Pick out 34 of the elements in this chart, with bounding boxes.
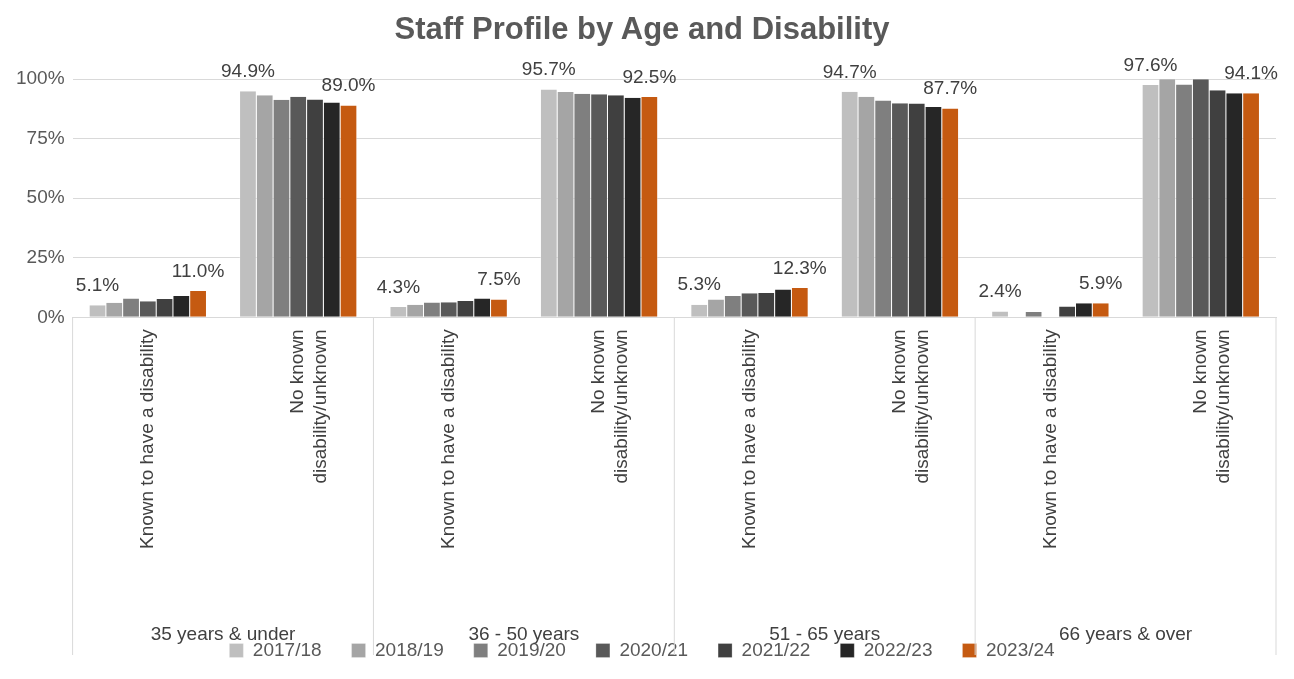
data-label: 4.3% bbox=[376, 275, 421, 297]
y-tick-label: 50% bbox=[26, 186, 65, 208]
data-label: 11.0% bbox=[171, 259, 225, 281]
x-tick-label: No known disability/unknown bbox=[888, 329, 932, 484]
y-tick-label: 0% bbox=[37, 305, 65, 327]
y-tick-label: 100% bbox=[15, 67, 65, 89]
data-label: 5.9% bbox=[1078, 272, 1123, 293]
x-tick-label: No known disability/unknown bbox=[286, 329, 331, 484]
x-tick-label: Known to have a disability bbox=[436, 328, 458, 549]
data-label: 94.9% bbox=[221, 60, 275, 82]
x-tick-label: No known disability/unknown bbox=[587, 329, 632, 484]
text: 66 years & over bbox=[1059, 623, 1193, 645]
data-label: 95.7% bbox=[521, 58, 576, 80]
legend-label: 2018/19 bbox=[375, 638, 444, 660]
data-label: 94.7% bbox=[822, 60, 877, 82]
y-tick-label: 75% bbox=[26, 126, 65, 148]
legend-label: 2023/24 bbox=[985, 638, 1056, 660]
data-label: 2.4% bbox=[978, 280, 1022, 302]
data-label: 5.1% bbox=[75, 273, 120, 295]
data-label: 7.5% bbox=[477, 268, 521, 290]
legend-label: 2020/21 bbox=[619, 638, 689, 660]
data-label: 97.6% bbox=[1123, 53, 1178, 75]
data-label: 87.7% bbox=[923, 77, 978, 99]
data-label: 92.5% bbox=[622, 65, 677, 87]
data-label: 5.3% bbox=[677, 273, 721, 295]
data-label: 89.0% bbox=[321, 74, 376, 96]
x-tick-label: Known to have a disability bbox=[136, 328, 158, 549]
data-label: 94.1% bbox=[1224, 61, 1279, 83]
chart-title: Staff Profile by Age and Disability bbox=[394, 11, 891, 47]
x-tick-label: No known disability/unknown bbox=[1189, 329, 1233, 484]
data-label: 12.3% bbox=[772, 256, 827, 278]
x-tick-label: Known to have a disability bbox=[1038, 328, 1060, 549]
x-tick-label: Known to have a disability bbox=[737, 328, 759, 549]
y-tick-label: 25% bbox=[26, 246, 65, 268]
